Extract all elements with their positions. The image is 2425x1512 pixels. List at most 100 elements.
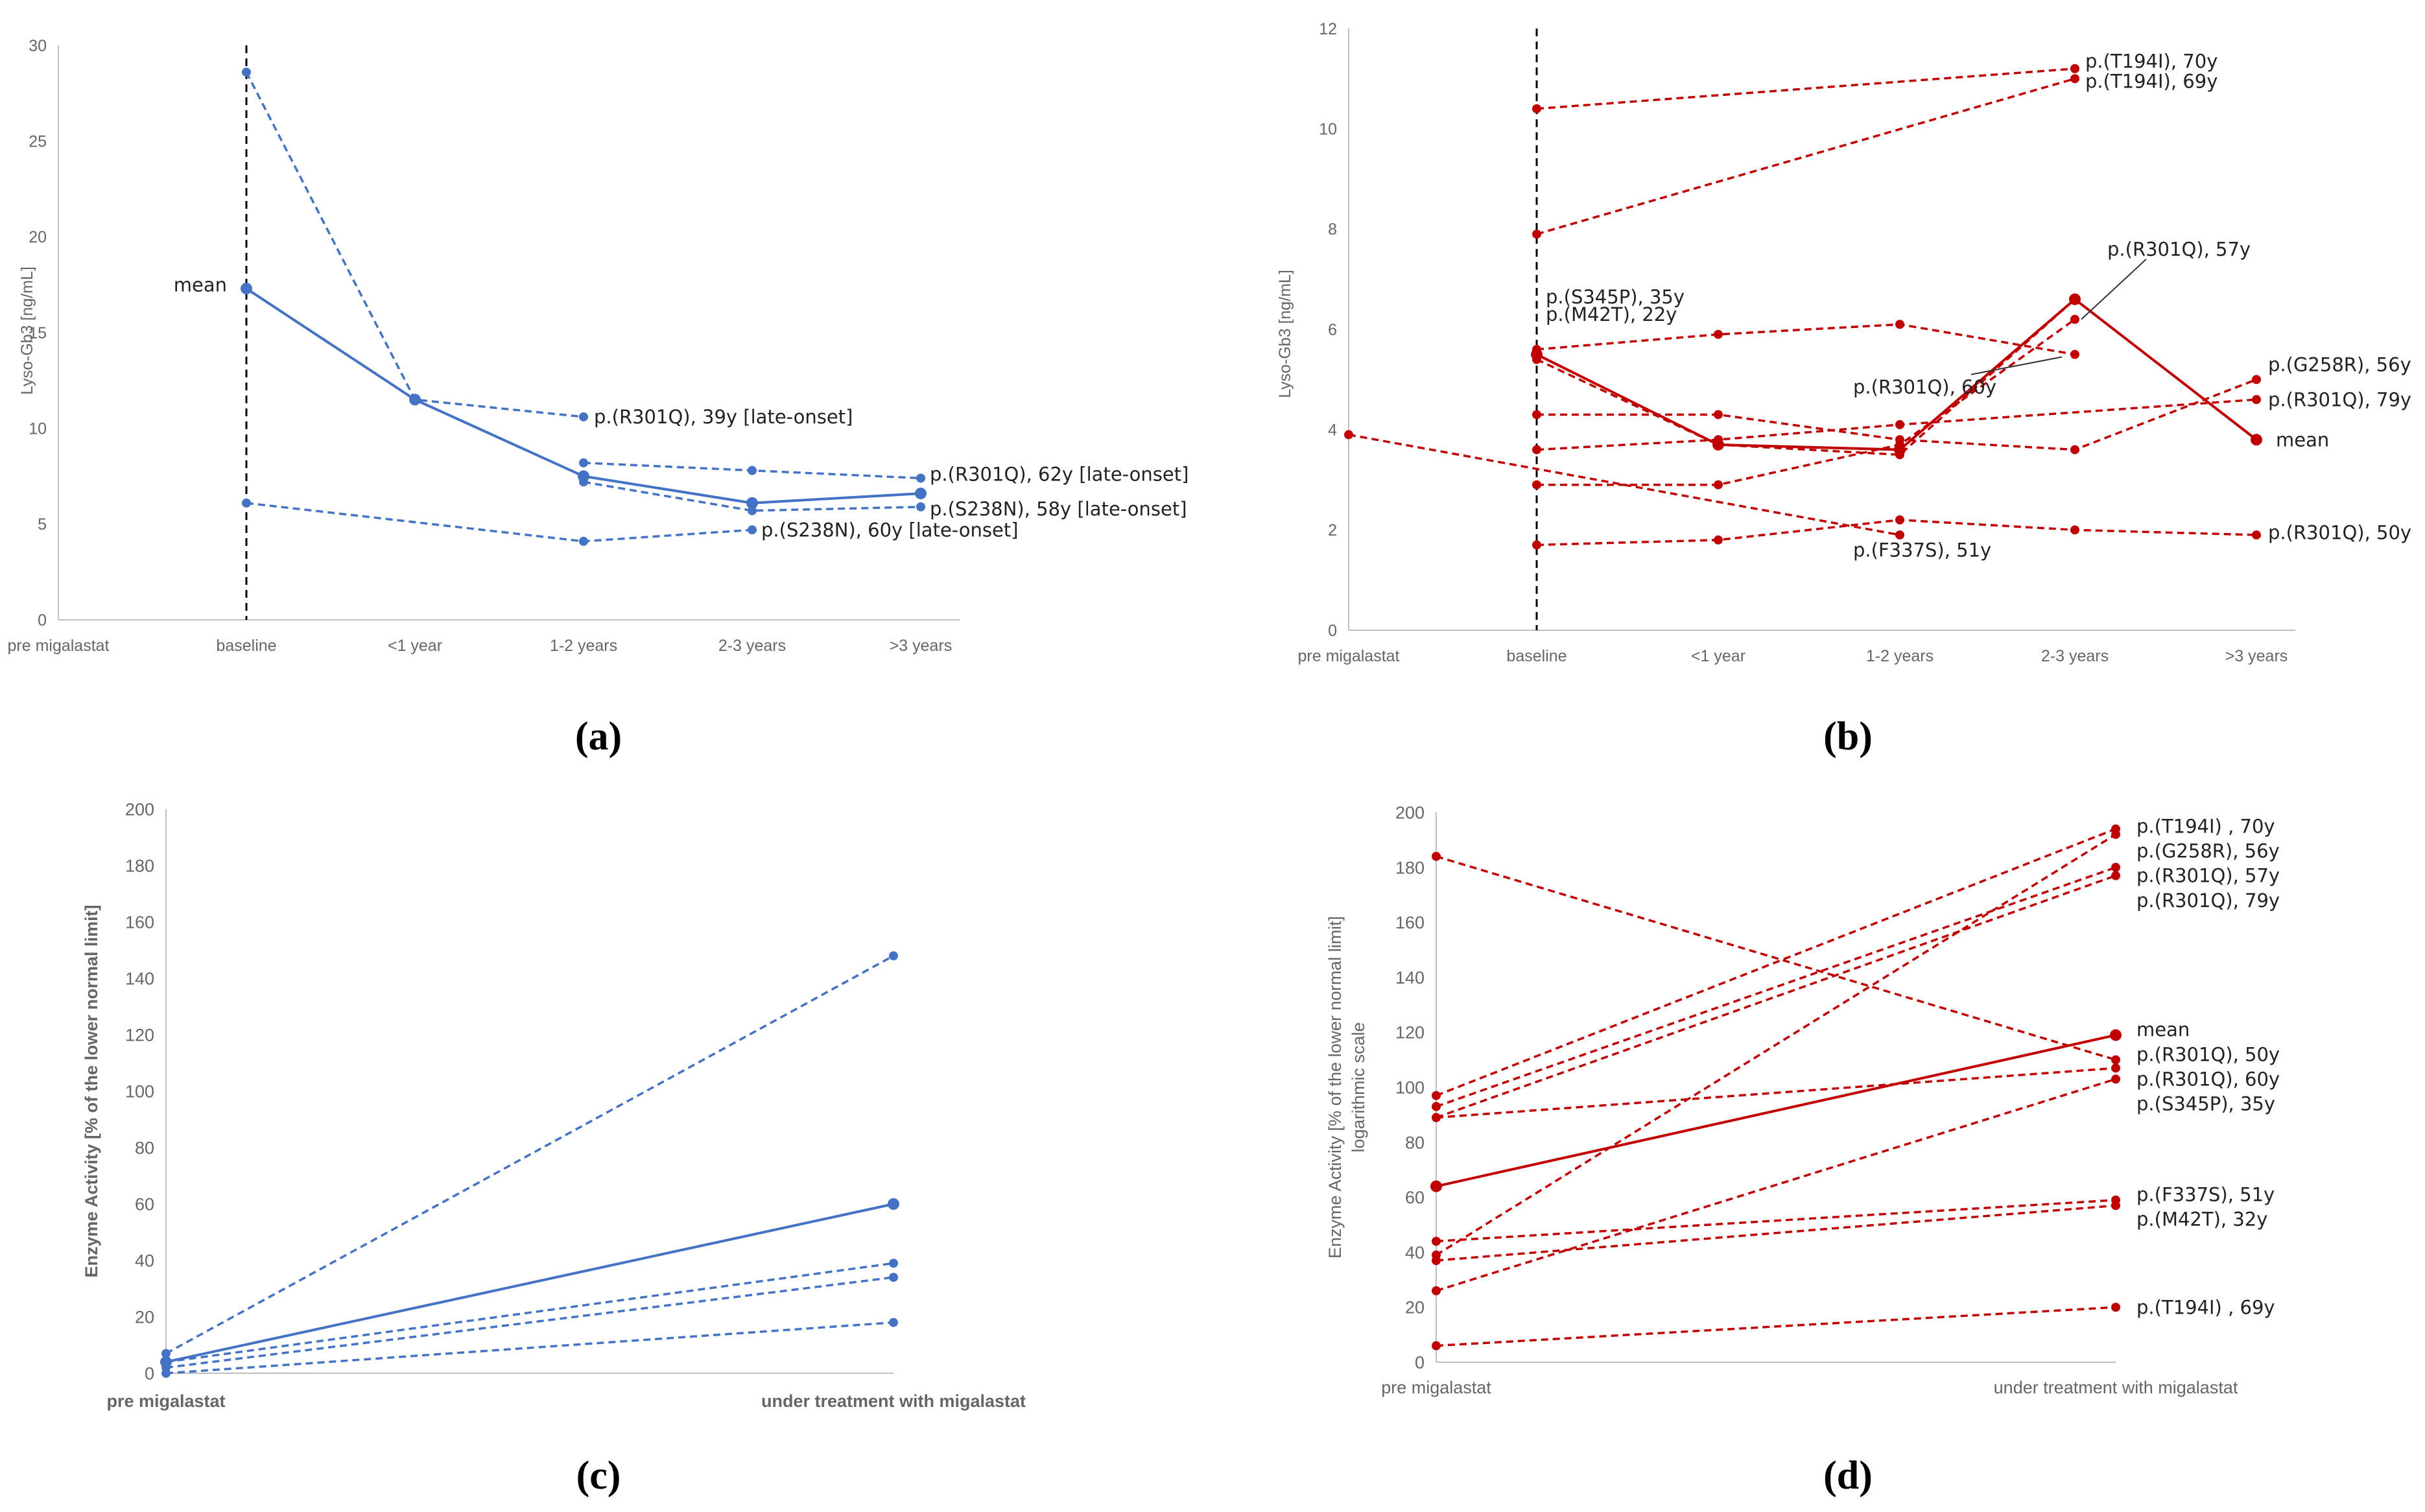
data-point bbox=[748, 466, 757, 475]
data-point bbox=[1895, 419, 1904, 429]
data-point bbox=[1432, 851, 1441, 861]
panel-a-chart: 0 5 10 15 20 25 30 pre migalastat baseline <1 yea… bbox=[7, 37, 1189, 655]
series-line bbox=[1436, 833, 2116, 1257]
data-point-mean bbox=[578, 470, 589, 482]
data-point-mean bbox=[2069, 293, 2081, 305]
panel-label-d: (d) bbox=[1823, 1454, 1873, 1498]
data-point-mean bbox=[160, 1356, 172, 1368]
y-tick-label: 20 bbox=[135, 1307, 154, 1327]
y-tick-label: 180 bbox=[125, 856, 154, 875]
series-line bbox=[1436, 1306, 2116, 1347]
annotation-label: p.(T194I) , 70y bbox=[2136, 815, 2275, 837]
data-point-mean bbox=[1531, 348, 1543, 360]
data-point bbox=[1532, 410, 1541, 419]
annotation-label: p.(S238N), 60y [late-onset] bbox=[761, 519, 1019, 541]
x-tick-label: 2-3 years bbox=[718, 637, 786, 655]
x-tick-label: <1 year bbox=[1691, 647, 1745, 665]
panel-label-b: (b) bbox=[1823, 715, 1873, 759]
data-point bbox=[2111, 1063, 2120, 1073]
annotation-label: p.(S238N), 58y [late-onset] bbox=[930, 498, 1187, 520]
data-point bbox=[2070, 525, 2079, 535]
data-point bbox=[579, 536, 588, 546]
annotation-label: p.(R301Q), 62y [late-onset] bbox=[930, 464, 1189, 486]
data-point-mean bbox=[1430, 1180, 1442, 1192]
data-point bbox=[161, 1349, 171, 1358]
y-tick-label: 15 bbox=[29, 324, 47, 342]
data-point bbox=[2252, 530, 2261, 540]
annotation-label: p.(F337S), 51y bbox=[1853, 539, 1991, 561]
x-tick-label: >3 years bbox=[2225, 647, 2288, 665]
series-line bbox=[1436, 1199, 2116, 1243]
data-point-mean bbox=[915, 488, 927, 500]
data-point bbox=[1432, 1256, 1441, 1266]
series-line bbox=[1436, 1067, 2116, 1119]
data-point bbox=[916, 502, 925, 512]
annotation-label: p.(T194I) , 69y bbox=[2136, 1296, 2275, 1318]
data-point bbox=[1432, 1341, 1441, 1351]
x-tick-label: 1-2 years bbox=[1866, 647, 1934, 665]
series-line bbox=[1436, 827, 2116, 1097]
y-axis-label: Lyso-Gb3 [ng/mL] bbox=[1276, 270, 1294, 398]
annotation-label: p.(S345P), 35y bbox=[1546, 286, 1685, 308]
data-point-mean bbox=[888, 1198, 899, 1210]
y-tick-label: 0 bbox=[145, 1364, 154, 1383]
x-tick-label: baseline bbox=[1506, 647, 1567, 665]
data-point bbox=[1895, 320, 1904, 329]
annotation-label: mean bbox=[2276, 429, 2329, 451]
annotation-label: p.(T194I), 70y bbox=[2085, 50, 2218, 72]
y-tick-label: 5 bbox=[38, 515, 47, 534]
y-tick-label: 8 bbox=[1328, 220, 1337, 239]
y-tick-label: 100 bbox=[1395, 1078, 1425, 1097]
data-point bbox=[1532, 230, 1541, 239]
data-point bbox=[2111, 1303, 2120, 1312]
series-line bbox=[165, 1262, 894, 1364]
data-point bbox=[2070, 314, 2079, 324]
data-point bbox=[2111, 862, 2120, 872]
y-tick-label: 200 bbox=[1395, 803, 1425, 822]
data-point bbox=[889, 1273, 898, 1282]
annotation-label: p.(R301Q), 60y bbox=[1853, 376, 1996, 398]
data-point bbox=[1895, 515, 1904, 525]
data-point bbox=[1532, 445, 1541, 455]
data-point-mean bbox=[746, 497, 758, 509]
annotation-label: p.(R301Q), 57y bbox=[2107, 238, 2251, 260]
data-point bbox=[1714, 329, 1723, 339]
data-point bbox=[1714, 480, 1723, 490]
y-tick-label: 4 bbox=[1328, 421, 1337, 439]
data-point bbox=[748, 506, 757, 515]
data-point bbox=[2111, 1201, 2120, 1211]
data-point bbox=[1532, 480, 1541, 490]
series-line bbox=[165, 1321, 894, 1375]
annotation-label: p.(M42T), 22y bbox=[1546, 303, 1677, 325]
data-point bbox=[579, 458, 588, 467]
x-tick-label: pre migalastat bbox=[1381, 1378, 1491, 1397]
data-point bbox=[889, 1258, 898, 1268]
y-tick-label: 10 bbox=[29, 419, 47, 438]
panel-label-a: (a) bbox=[575, 715, 622, 759]
data-point bbox=[161, 1369, 171, 1378]
x-tick-label: under treatment with migalastat bbox=[1994, 1378, 2238, 1397]
data-point bbox=[916, 473, 925, 483]
x-tick-label: <1 year bbox=[388, 637, 442, 655]
y-tick-label: 20 bbox=[29, 228, 47, 246]
data-point bbox=[1432, 1102, 1441, 1111]
annotation-label: p.(F337S), 51y bbox=[2136, 1184, 2275, 1206]
annotation-leader-line bbox=[2081, 259, 2147, 320]
x-tick-label: >3 years bbox=[890, 637, 952, 655]
x-tick-label: 1-2 years bbox=[550, 637, 617, 655]
annotation-label: p.(R301Q), 39y [late-onset] bbox=[594, 406, 853, 428]
data-point bbox=[1432, 1286, 1441, 1295]
data-point bbox=[2070, 445, 2079, 455]
series-line bbox=[165, 954, 894, 1355]
data-point bbox=[2070, 74, 2079, 84]
data-point-mean bbox=[241, 283, 252, 295]
annotation-label: p.(R301Q), 50y bbox=[2136, 1043, 2280, 1065]
annotation-label: p.(R301Q), 57y bbox=[2136, 865, 2280, 887]
panel-d-chart: 0 20 40 60 80 100 120 140 160 180 200 pre migalasta… bbox=[1325, 803, 2280, 1397]
annotation-label: mean bbox=[174, 274, 227, 296]
annotation-label: p.(G258R), 56y bbox=[2136, 840, 2280, 862]
series-line bbox=[1537, 318, 2076, 486]
series-line bbox=[1536, 398, 2257, 451]
data-point bbox=[242, 498, 251, 508]
